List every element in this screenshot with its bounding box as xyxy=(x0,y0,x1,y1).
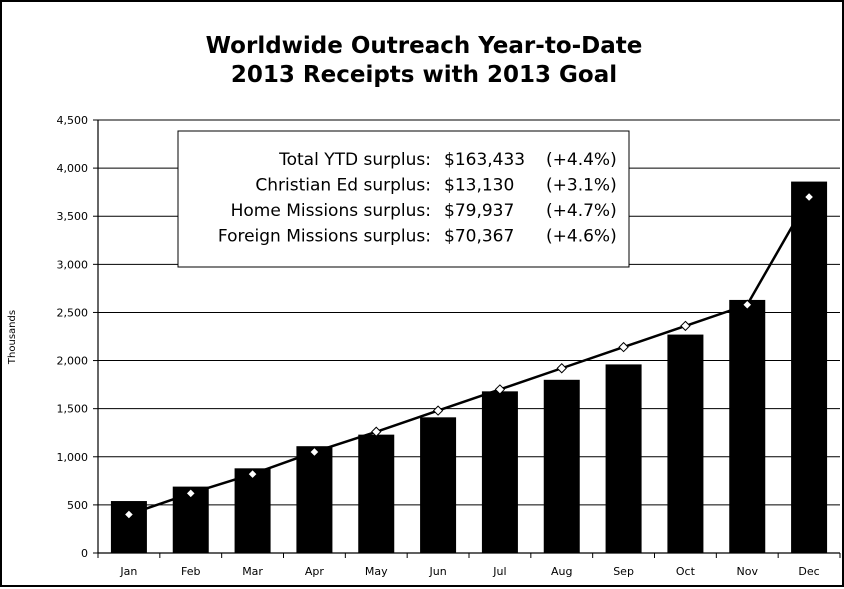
goal-point-nov xyxy=(742,299,753,310)
axes xyxy=(93,119,841,558)
chart-title-line-2: 2013 Receipts with 2013 Goal xyxy=(231,62,617,88)
y-tick-label: 1,500 xyxy=(57,403,89,416)
y-tick-label: 4,500 xyxy=(57,114,89,127)
annotation-percent: (+4.6%) xyxy=(546,227,617,247)
x-tick-label: Dec xyxy=(798,565,819,578)
x-tick-label: Nov xyxy=(737,565,759,578)
bar-sep xyxy=(605,364,642,553)
annotation-label: Foreign Missions surplus: xyxy=(218,227,431,247)
x-tick-labels: Jan Feb Mar Apr May Jun Jul Aug Sep Oct Nov Dec xyxy=(119,565,819,578)
bar-nov xyxy=(729,299,766,553)
goal-point-jul xyxy=(494,384,506,395)
annotation-percent: (+3.1%) xyxy=(546,176,617,196)
annotation-label: Total YTD surplus: xyxy=(278,150,431,170)
goal-point-aug xyxy=(556,363,567,374)
goal-point-oct xyxy=(680,320,691,332)
surplus-annotation-box: Total YTD surplus: $163,433 (+4.4%) Christi… xyxy=(177,130,630,268)
x-tick-label: Jan xyxy=(119,565,137,578)
bar-aug xyxy=(543,379,580,553)
bar-jun xyxy=(420,417,457,553)
x-tick-label: Apr xyxy=(305,565,325,578)
x-tick-label: Sep xyxy=(613,565,634,578)
goal-point-dec xyxy=(803,191,815,203)
goal-point-jan xyxy=(123,509,135,520)
bar-dec xyxy=(791,181,828,554)
x-tick-label: Feb xyxy=(181,565,200,578)
goal-point-mar xyxy=(247,468,258,480)
x-tick-label: May xyxy=(365,565,388,578)
bar-jan xyxy=(110,501,147,553)
goal-line-series xyxy=(123,191,815,520)
y-tick-labels: 0 500 1,000 1,500 2,000 2,500 3,000 3,500 4,000 4… xyxy=(57,114,89,560)
annotation-label: Home Missions surplus: xyxy=(231,201,431,221)
y-tick-label: 0 xyxy=(81,547,88,560)
x-tick-label: Jun xyxy=(428,565,446,578)
annotation-amount: $163,433 xyxy=(444,150,525,170)
y-axis-label: Thousands xyxy=(7,310,18,365)
goal-point-may xyxy=(371,426,382,437)
x-tick-label: Oct xyxy=(676,565,696,578)
goal-point-feb xyxy=(185,488,196,499)
goal-line xyxy=(128,196,811,516)
y-tick-label: 3,000 xyxy=(57,258,89,271)
annotation-box xyxy=(177,130,630,268)
bar-mar xyxy=(234,468,271,553)
x-tick-label: Jul xyxy=(492,565,506,578)
chart-title-line-1: Worldwide Outreach Year-to-Date xyxy=(206,33,643,59)
x-tick-label: Mar xyxy=(242,565,263,578)
bar-oct xyxy=(667,334,704,553)
annotation-amount: $70,367 xyxy=(444,227,514,247)
annotation-label: Christian Ed surplus: xyxy=(255,176,431,196)
bar-may xyxy=(358,434,395,553)
goal-point-apr xyxy=(309,446,320,458)
bar-apr xyxy=(296,446,333,553)
y-tick-label: 1,000 xyxy=(57,451,89,464)
annotation-amount: $79,937 xyxy=(444,201,514,221)
annotation-amount: $13,130 xyxy=(444,176,514,196)
y-tick-label: 4,000 xyxy=(57,162,89,175)
y-tick-label: 2,500 xyxy=(57,306,89,319)
annotation-percent: (+4.4%) xyxy=(546,150,617,170)
x-tick-label: Aug xyxy=(551,565,572,578)
annotation-percent: (+4.7%) xyxy=(546,201,617,221)
y-tick-label: 3,500 xyxy=(57,210,89,223)
y-tick-label: 2,000 xyxy=(57,355,89,368)
y-tick-label: 500 xyxy=(67,499,88,512)
goal-point-jun xyxy=(432,405,444,416)
bar-jul xyxy=(481,391,518,553)
goal-point-sep xyxy=(618,341,629,353)
